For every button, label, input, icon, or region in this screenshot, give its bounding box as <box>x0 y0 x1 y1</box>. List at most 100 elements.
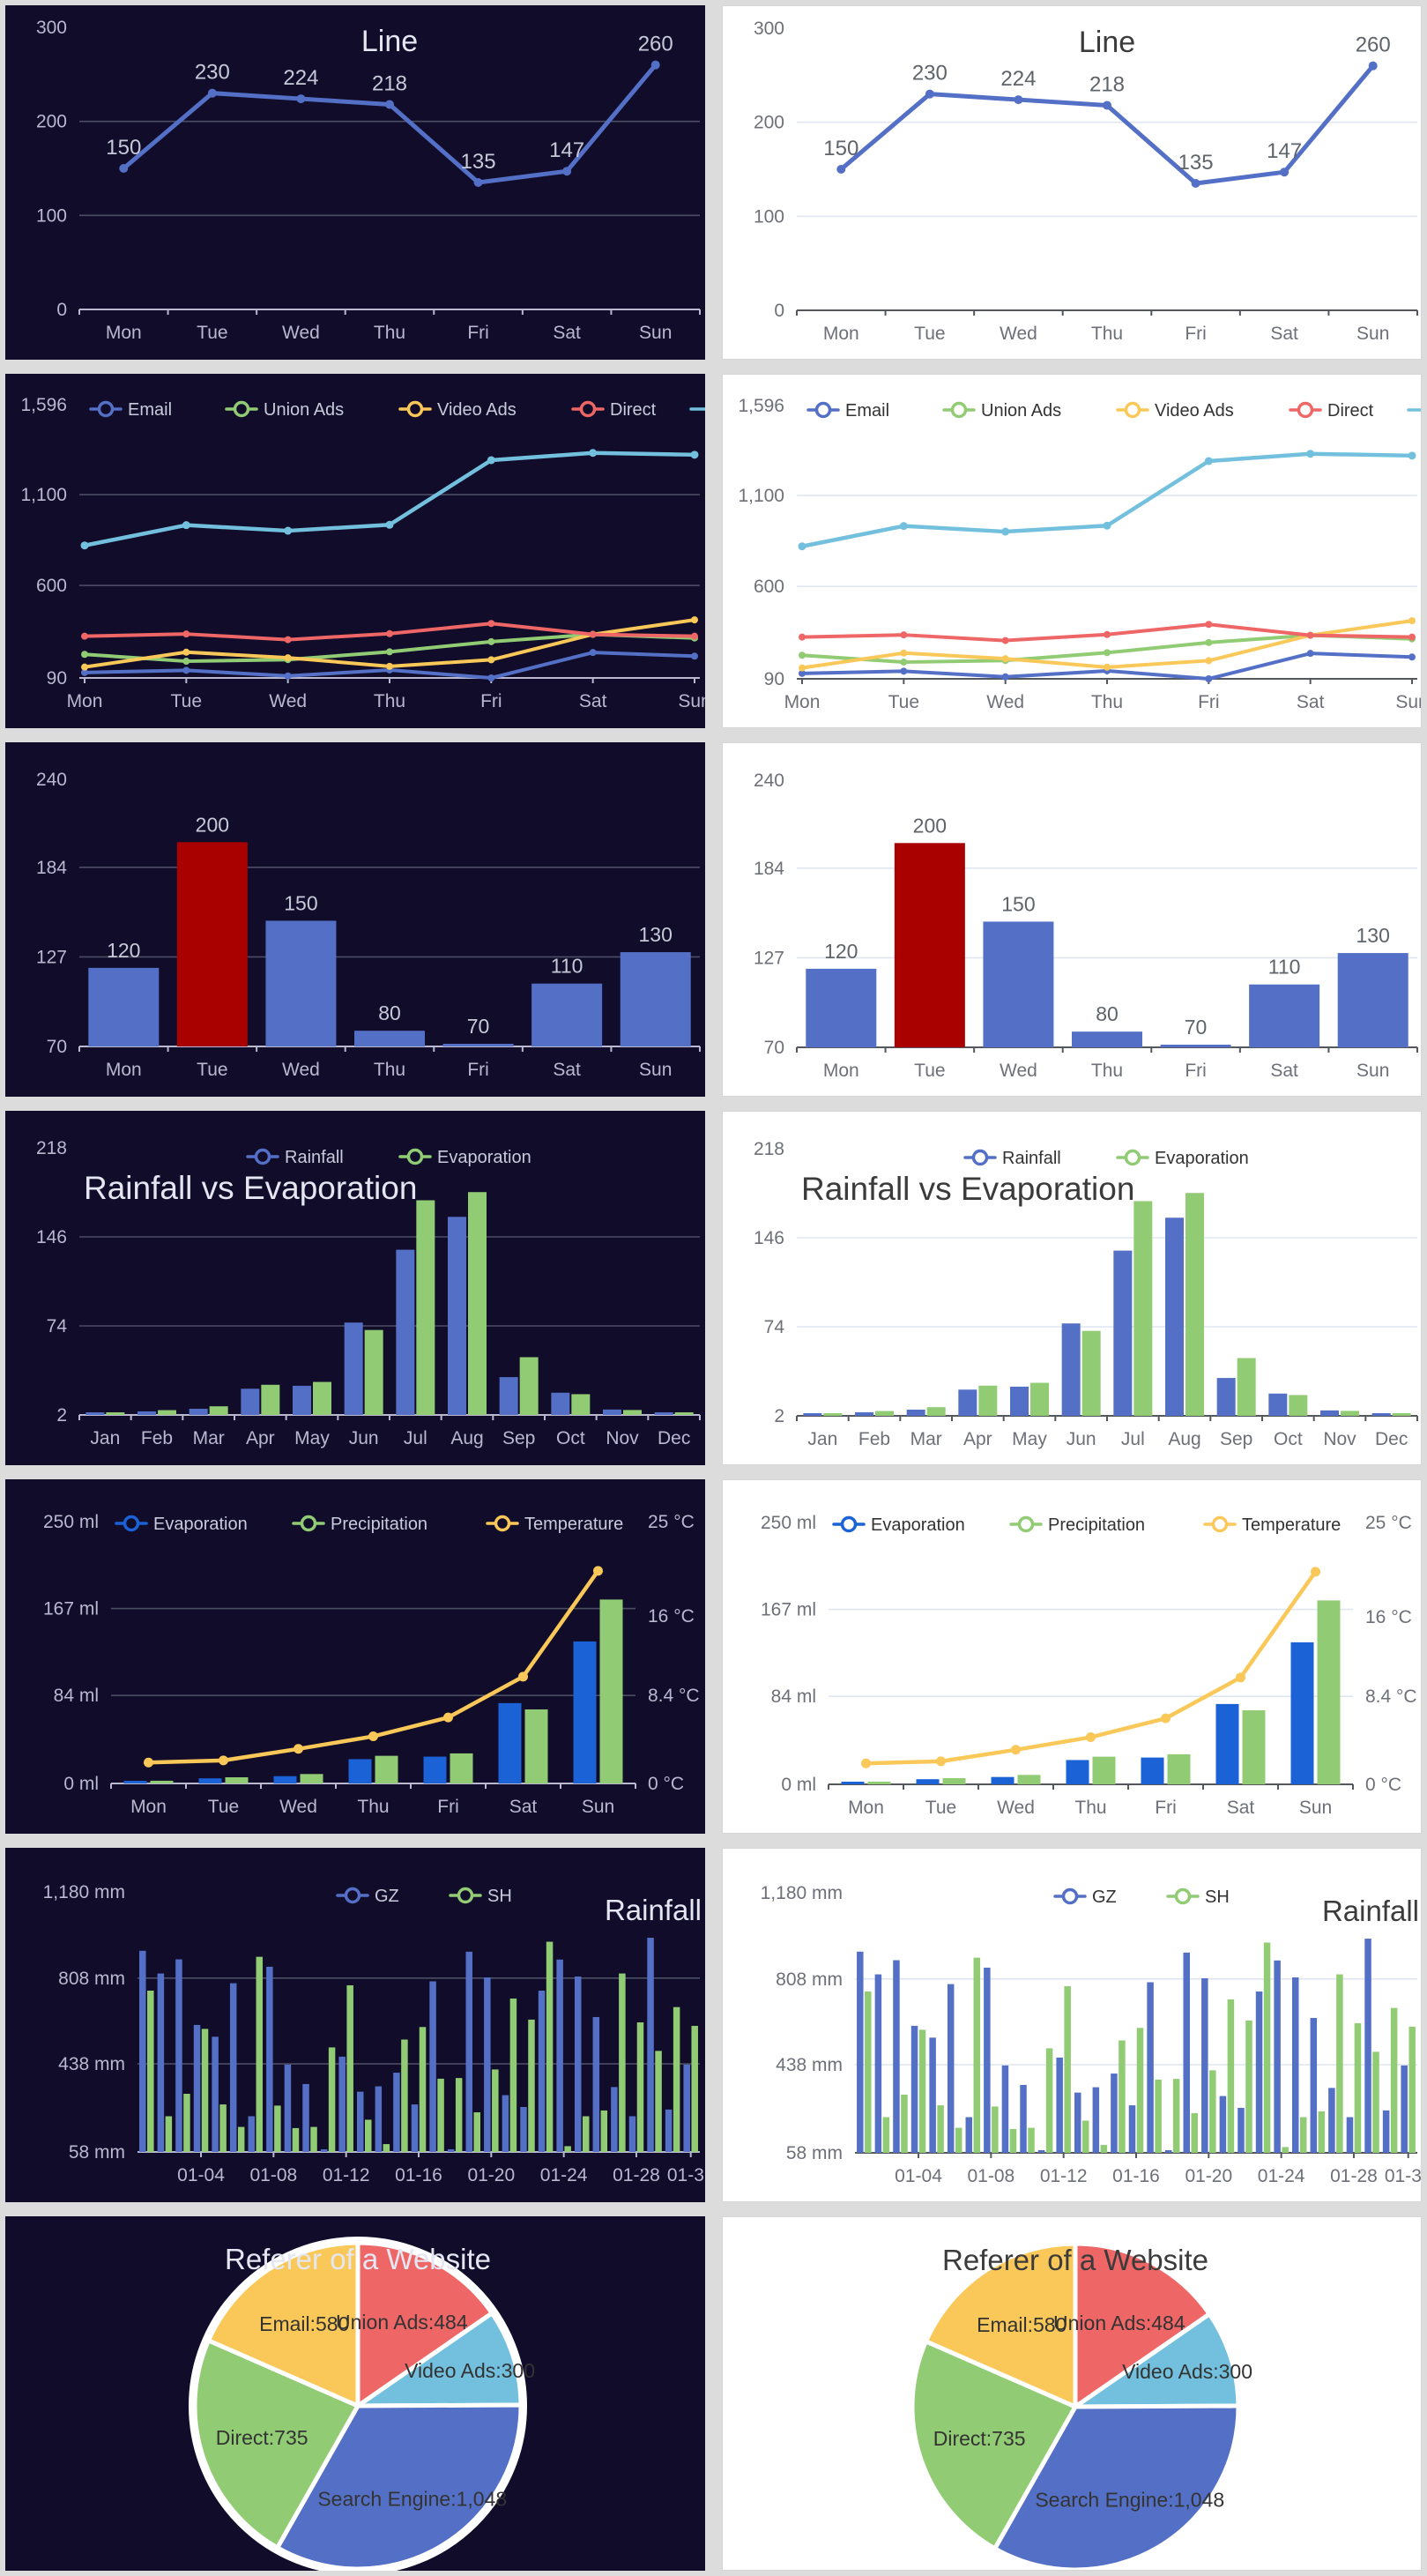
bar[interactable] <box>509 1998 517 2152</box>
data-point[interactable] <box>925 89 934 99</box>
bar[interactable] <box>354 1031 425 1046</box>
legend-item-union-ads[interactable] <box>225 400 258 418</box>
data-point[interactable] <box>386 648 393 656</box>
bar[interactable] <box>106 1412 125 1415</box>
data-point[interactable] <box>1408 617 1416 625</box>
bar[interactable] <box>1249 984 1320 1047</box>
bar[interactable] <box>520 2106 527 2152</box>
data-point[interactable] <box>936 1756 946 1767</box>
bar[interactable] <box>237 2126 245 2152</box>
bar[interactable] <box>310 2126 317 2152</box>
bar[interactable] <box>320 2149 328 2152</box>
data-point[interactable] <box>1311 1567 1320 1577</box>
bar[interactable] <box>375 2086 383 2152</box>
bar[interactable] <box>531 983 603 1046</box>
bar[interactable] <box>874 1974 882 2153</box>
bar[interactable] <box>611 2087 618 2152</box>
series-sh[interactable] <box>147 1941 698 2152</box>
bar[interactable] <box>806 968 877 1047</box>
bar[interactable] <box>225 1776 249 1783</box>
chart-canvas[interactable]: 70 127 184 240 Mon Tue Wed Thu Fri Sat Sun 120 200 15… <box>5 742 705 1097</box>
bar[interactable] <box>175 1959 182 2152</box>
bar[interactable] <box>348 1759 372 1783</box>
bar[interactable] <box>1064 1985 1071 2153</box>
bar[interactable] <box>865 1992 872 2153</box>
bar[interactable] <box>655 2051 662 2152</box>
data-point[interactable] <box>1236 1672 1245 1683</box>
bar[interactable] <box>1164 2150 1172 2153</box>
bar[interactable] <box>1216 1378 1236 1416</box>
data-point[interactable] <box>1104 649 1111 657</box>
data-point[interactable] <box>182 666 190 674</box>
data-point[interactable] <box>1205 675 1213 682</box>
bar[interactable] <box>855 1411 873 1416</box>
bar[interactable] <box>691 2025 698 2152</box>
series-rainfall[interactable] <box>803 1217 1391 1416</box>
legend-item-precipitation[interactable] <box>292 1515 325 1532</box>
data-point[interactable] <box>518 1671 528 1682</box>
bar[interactable] <box>893 1960 900 2153</box>
chart-canvas[interactable]: 58 mm 438 mm 808 mm 1,180 mm 01-04 01-08 01-12… <box>5 1848 705 2202</box>
bar[interactable] <box>1337 953 1408 1047</box>
legend-item-rainfall[interactable] <box>963 1149 997 1166</box>
bar[interactable] <box>857 1951 864 2153</box>
bar[interactable] <box>450 1753 473 1783</box>
data-point[interactable] <box>1103 101 1111 110</box>
bar[interactable] <box>973 1957 981 2153</box>
bar[interactable] <box>241 1389 260 1415</box>
data-point[interactable] <box>1104 663 1111 671</box>
data-point[interactable] <box>861 1758 871 1768</box>
bar[interactable] <box>603 1409 621 1415</box>
data-point[interactable] <box>284 654 292 662</box>
bar[interactable] <box>455 2078 463 2152</box>
legend-item-gz[interactable] <box>336 1887 369 1904</box>
bar[interactable] <box>1372 2051 1379 2153</box>
bar[interactable] <box>636 2022 644 2152</box>
bar[interactable] <box>396 1249 415 1415</box>
bar[interactable] <box>628 2116 636 2152</box>
data-point[interactable] <box>81 668 88 676</box>
bar[interactable] <box>273 1776 297 1783</box>
data-point[interactable] <box>1306 450 1315 458</box>
data-point[interactable] <box>799 669 806 677</box>
bar[interactable] <box>1390 2007 1398 2153</box>
data-point[interactable] <box>80 541 89 550</box>
data-point[interactable] <box>691 652 698 660</box>
bar[interactable] <box>1282 2147 1289 2153</box>
data-point[interactable] <box>1306 631 1314 639</box>
bar[interactable] <box>1242 1710 1266 1784</box>
bar[interactable] <box>1310 2017 1318 2153</box>
data-point[interactable] <box>691 632 698 640</box>
bar[interactable] <box>338 2056 346 2152</box>
bar[interactable] <box>528 2019 535 2152</box>
bar[interactable] <box>473 2112 480 2152</box>
bar[interactable] <box>248 2116 256 2152</box>
data-point[interactable] <box>836 165 846 174</box>
data-point[interactable] <box>207 88 217 98</box>
bar[interactable] <box>1017 1775 1041 1784</box>
bar[interactable] <box>1317 1600 1341 1784</box>
data-point[interactable] <box>799 651 806 659</box>
bar[interactable] <box>158 1410 176 1415</box>
bar[interactable] <box>123 1781 147 1783</box>
series-gz[interactable] <box>139 1938 690 2152</box>
bar[interactable] <box>647 1938 654 2152</box>
bar[interactable] <box>364 1329 383 1415</box>
data-point[interactable] <box>799 664 806 672</box>
bar[interactable] <box>88 967 160 1046</box>
bar[interactable] <box>1291 1977 1299 2153</box>
bar[interactable] <box>1215 1703 1239 1784</box>
bar[interactable] <box>212 2036 219 2152</box>
data-point[interactable] <box>589 449 598 458</box>
data-point[interactable] <box>1408 653 1416 661</box>
bar[interactable] <box>1119 2040 1126 2153</box>
data-point[interactable] <box>1086 1732 1096 1743</box>
bar[interactable] <box>201 2029 209 2152</box>
bar[interactable] <box>344 1322 363 1415</box>
bar[interactable] <box>1268 1393 1288 1416</box>
bar[interactable] <box>574 1976 582 2152</box>
bar[interactable] <box>313 1381 331 1415</box>
bar[interactable] <box>1183 1952 1190 2153</box>
bar[interactable] <box>823 1413 843 1416</box>
series-value[interactable] <box>88 842 691 1046</box>
